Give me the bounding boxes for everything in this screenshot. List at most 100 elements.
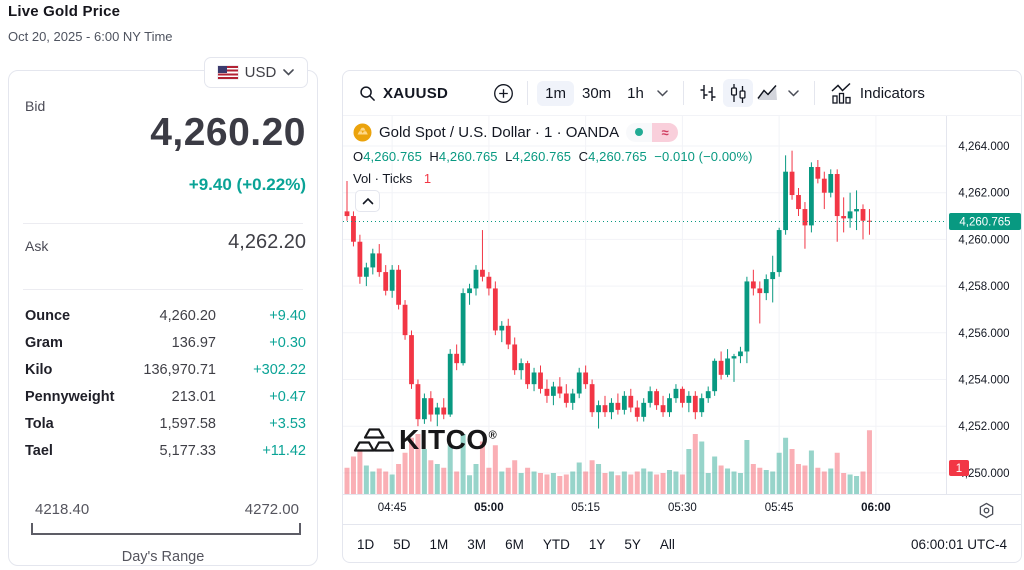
volume-bar <box>589 460 595 494</box>
range-button-ytd[interactable]: YTD <box>542 537 570 552</box>
candles-chart-style-button[interactable] <box>722 79 753 107</box>
candle-body <box>492 288 498 331</box>
candle-body <box>660 405 666 413</box>
volume-bar <box>757 467 763 494</box>
range-button-5y[interactable]: 5Y <box>624 537 641 552</box>
time-axis[interactable]: 04:45 05:00 05:15 05:30 05:45 06:00 <box>343 494 1021 524</box>
axis-settings-gear-icon[interactable] <box>978 502 995 519</box>
candle-body <box>583 372 589 385</box>
candle-body <box>750 281 756 289</box>
volume-bar <box>383 471 389 494</box>
ohlc-row: O4,260.765 H4,260.765 L4,260.765 C4,260.… <box>353 149 753 164</box>
volume-bar <box>473 464 479 494</box>
candle-body <box>402 304 408 336</box>
interval-button-1h[interactable]: 1h <box>627 84 644 102</box>
volume-bar <box>454 471 460 494</box>
symbol-search-button[interactable]: XAUUSD <box>353 81 454 106</box>
volume-bar <box>712 456 718 494</box>
volume-bar <box>447 445 453 494</box>
volume-bar <box>641 468 647 494</box>
range-button-1y[interactable]: 1Y <box>588 537 606 552</box>
price-tick-label: 4,260.000 <box>958 234 1009 246</box>
volume-bar <box>499 471 505 494</box>
symbol-name: XAUUSD <box>383 84 449 102</box>
unit-row-tola: Tola 1,597.58 +3.53 <box>25 410 306 437</box>
volume-bar <box>544 474 550 494</box>
range-button-5d[interactable]: 5D <box>393 537 411 552</box>
candle-body <box>609 402 614 413</box>
area-chart-style-button[interactable] <box>753 79 783 107</box>
chart-style-menu-button[interactable] <box>783 79 805 107</box>
bar-chart-style-button[interactable] <box>693 79 723 107</box>
volume-bar <box>796 464 801 494</box>
range-high: 4272.00 <box>244 501 299 518</box>
candle-body <box>383 272 389 291</box>
volume-bar <box>350 456 356 494</box>
candle-body <box>615 402 621 410</box>
candle-body <box>396 269 401 305</box>
days-range-bracket <box>31 523 301 535</box>
interval-button-1m[interactable]: 1m <box>537 80 574 106</box>
days-range-values: 4218.40 4272.00 <box>35 501 299 518</box>
unit-label: Tael <box>25 442 53 459</box>
chart-clock[interactable]: 06:00:01 UTC-4 <box>910 537 1007 552</box>
area-chart-icon <box>757 85 777 100</box>
divider <box>23 223 303 224</box>
candle-body <box>686 395 692 403</box>
us-flag-icon <box>217 66 238 79</box>
volume-bar <box>557 476 563 494</box>
compare-add-button[interactable] <box>488 79 518 107</box>
price-tick-label: 4,264.000 <box>958 141 1009 153</box>
open-value: 4,260.765 <box>363 149 422 164</box>
legend-collapse-button[interactable] <box>355 190 380 212</box>
chart-region[interactable]: Gold Spot / U.S. Dollar · 1 · OANDA ≈ O4… <box>343 116 1022 494</box>
candle-body <box>789 171 795 196</box>
volume-bar <box>563 474 569 494</box>
candle-body <box>841 216 847 219</box>
range-button-3m[interactable]: 3M <box>467 537 487 552</box>
volume-bar <box>550 473 556 494</box>
candle-body <box>454 353 460 364</box>
chevron-down-icon <box>657 89 669 97</box>
volume-bar <box>415 434 421 494</box>
candle-body <box>673 388 679 399</box>
unit-value: 213.01 <box>171 388 216 405</box>
candle-body <box>351 216 356 242</box>
volume-bar <box>441 467 447 494</box>
range-button-all[interactable]: All <box>659 537 675 552</box>
volume-bar <box>699 441 705 494</box>
currency-selector[interactable]: USD <box>204 57 308 88</box>
price-tick-label: 4,256.000 <box>958 328 1009 340</box>
bid-label: Bid <box>25 98 46 114</box>
interval-menu-button[interactable] <box>652 79 674 107</box>
time-tick-label: 04:45 <box>377 502 407 514</box>
interval-button-30m[interactable]: 30m <box>581 84 612 102</box>
kitco-watermark-text: KITCO® <box>399 424 498 455</box>
candle-body <box>815 167 821 179</box>
currency-label: USD <box>244 64 277 81</box>
chart-legend: Gold Spot / U.S. Dollar · 1 · OANDA ≈ O4… <box>353 121 753 186</box>
candle-body <box>692 395 698 413</box>
volume-bar <box>389 474 395 494</box>
range-button-1d[interactable]: 1D <box>357 537 375 552</box>
time-tick-label: 05:30 <box>668 502 697 514</box>
indicators-button[interactable]: Indicators <box>824 78 931 108</box>
candle-body <box>576 372 582 394</box>
volume-bar <box>744 440 750 494</box>
candle-body <box>783 171 788 231</box>
candle-body <box>415 384 421 420</box>
quote-card: USD Bid 4,260.20 +9.40 (+0.22%) Ask 4,26… <box>8 57 318 566</box>
unit-value: 136,970.71 <box>143 361 216 378</box>
chevron-down-icon <box>283 69 295 76</box>
candle-body <box>428 398 434 415</box>
range-button-1m[interactable]: 1M <box>429 537 449 552</box>
volume-bar <box>692 434 698 494</box>
candlestick-plot[interactable]: 4,264.000 4,262.000 4,260.000 4,258.000 4,25… <box>343 116 1022 494</box>
volume-badge <box>949 460 969 476</box>
units-table: Ounce 4,260.20 +9.40 Gram 136.97 +0.30 Kilo 136… <box>25 302 306 464</box>
candle-body <box>563 393 569 403</box>
candle-body <box>647 391 653 403</box>
volume-label: Vol · Ticks <box>353 171 413 186</box>
range-button-6m[interactable]: 6M <box>505 537 524 552</box>
volume-bar <box>821 471 827 494</box>
